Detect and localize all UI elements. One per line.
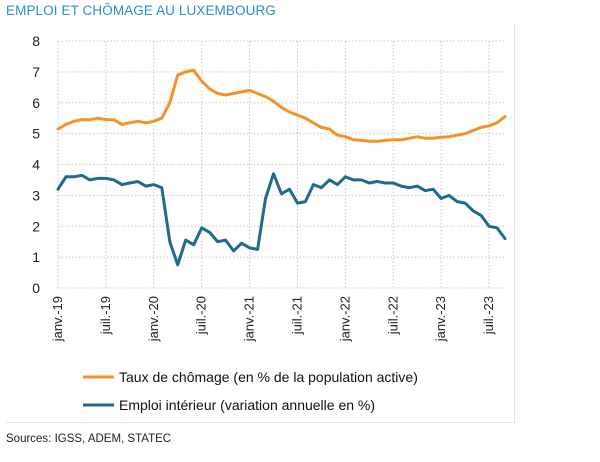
- y-tick-label: 4: [32, 157, 40, 173]
- x-tick-label: janv.-22: [337, 296, 352, 342]
- series-line-unemployment: [56, 68, 507, 143]
- series-line-employment: [56, 172, 507, 267]
- y-tick-label: 3: [32, 187, 40, 203]
- x-tick-label: janv.-21: [242, 296, 257, 342]
- x-tick-label: juil.-19: [98, 296, 113, 335]
- y-tick-label: 6: [32, 95, 40, 111]
- chart-title: EMPLOI ET CHÔMAGE AU LUXEMBOURG: [6, 3, 276, 18]
- series-lines: [56, 68, 507, 267]
- x-tick-label: janv.-19: [50, 296, 65, 342]
- x-tick-label: juil.-23: [481, 296, 496, 335]
- x-tick-label: juil.-21: [289, 296, 304, 335]
- x-tick-label: janv.-23: [433, 296, 448, 342]
- legend-label-unemployment: Taux de chômage (en % de la population a…: [119, 369, 418, 385]
- axes: 0 1 2 3 4 5 6 7 8 janv.-19 juil.-19 janv.-20 juil.-2…: [32, 33, 496, 342]
- source-note: Sources: IGSS, ADEM, STATEC: [6, 433, 172, 445]
- legend: Taux de chômage (en % de la population a…: [83, 369, 418, 413]
- y-tick-label: 7: [32, 64, 40, 80]
- y-tick-label: 1: [32, 249, 40, 265]
- x-tick-label: janv.-20: [146, 296, 161, 342]
- x-tick-label: juil.-22: [385, 296, 400, 335]
- y-tick-label: 0: [32, 280, 40, 296]
- y-tick-label: 8: [32, 33, 40, 49]
- gridlines: [57, 40, 505, 289]
- y-tick-label: 2: [32, 218, 40, 234]
- x-tick-label: juil.-20: [194, 296, 209, 335]
- y-tick-label: 5: [32, 126, 40, 142]
- legend-label-employment: Emploi intérieur (variation annuelle en …: [119, 397, 375, 413]
- chart-frame: [6, 24, 515, 423]
